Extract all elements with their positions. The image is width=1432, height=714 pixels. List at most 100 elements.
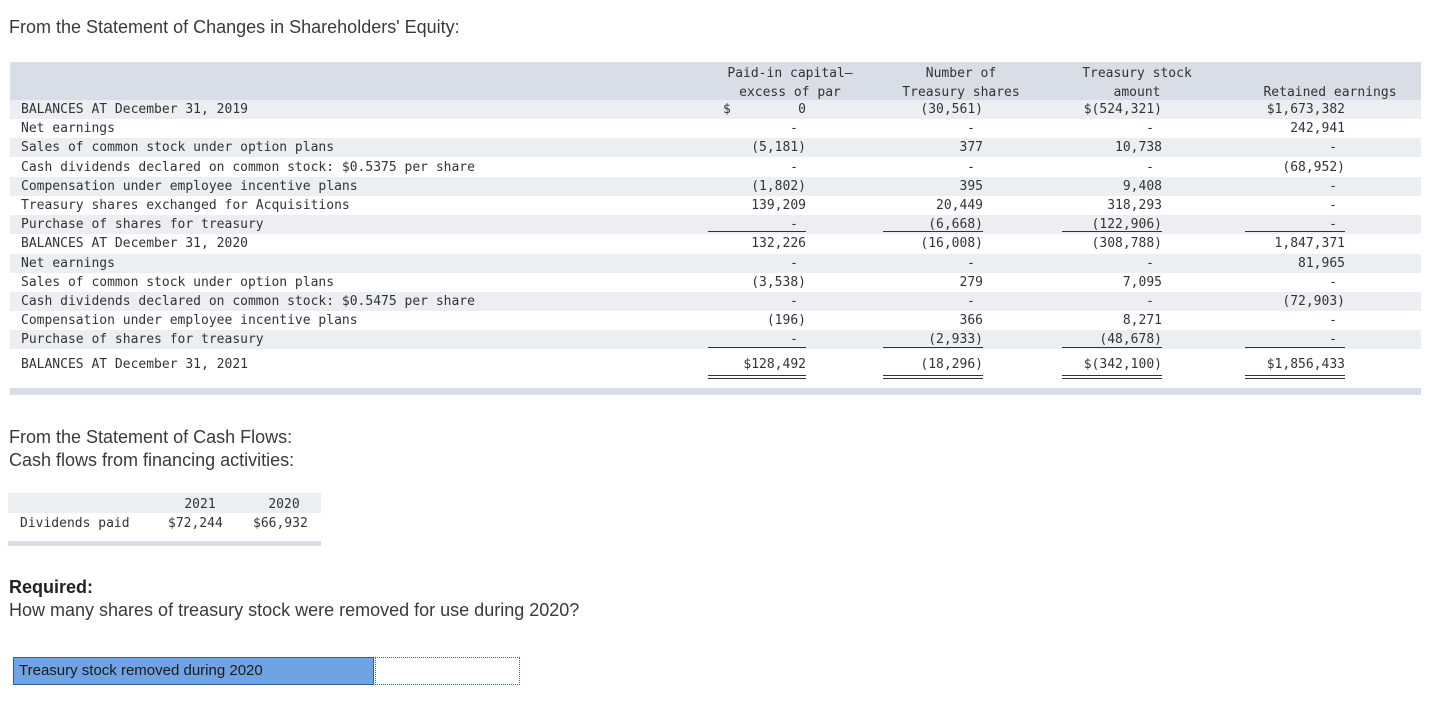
row-paid-in: - bbox=[790, 159, 798, 175]
row-paid-in: - bbox=[790, 121, 798, 137]
subtotal-rule-re-2021 bbox=[1245, 347, 1345, 348]
row-num-treasury: (16,008) bbox=[920, 236, 983, 252]
row-paid-in: - bbox=[790, 332, 798, 348]
row-num-treasury: - bbox=[967, 159, 975, 175]
subtotal-rule-paid-in-2020 bbox=[708, 231, 806, 232]
row-retained: (72,903) bbox=[1282, 294, 1345, 309]
row-retained: $1,856,433 bbox=[1266, 356, 1345, 372]
subtotal-rule-amt-2021 bbox=[1062, 347, 1162, 348]
row-paid-in: (3,538) bbox=[751, 274, 806, 290]
subtotal-rule-amt-2020 bbox=[1062, 231, 1162, 232]
row-retained: 1,847,371 bbox=[1274, 236, 1345, 252]
row-band bbox=[10, 253, 1421, 273]
row-label: Cash dividends declared on common stock:… bbox=[21, 294, 475, 309]
row-label: Cash dividends declared on common stock:… bbox=[21, 159, 475, 175]
row-treasury-amt: 8,271 bbox=[1122, 313, 1162, 329]
row-paid-in: 132,226 bbox=[751, 236, 806, 252]
equity-heading: From the Statement of Changes in Shareho… bbox=[9, 17, 460, 37]
row-retained: - bbox=[1329, 178, 1337, 194]
row-retained: $1,673,382 bbox=[1266, 102, 1345, 117]
row-retained: - bbox=[1329, 274, 1337, 290]
row-treasury-amt: - bbox=[1146, 294, 1154, 309]
row-treasury-amt: 9,408 bbox=[1122, 178, 1162, 194]
cashflow-year-2020: 2020 bbox=[268, 497, 300, 512]
cashflow-heading-1: From the Statement of Cash Flows: bbox=[9, 427, 293, 447]
row-num-treasury: (18,296) bbox=[920, 356, 983, 372]
row-paid-in: - bbox=[790, 217, 798, 233]
row-num-treasury: (30,561) bbox=[920, 102, 983, 117]
question-text: How many shares of treasury stock were r… bbox=[9, 600, 580, 620]
row-label: Net earnings bbox=[21, 121, 115, 137]
col-header-treasury-amt-1: Treasury stock bbox=[1082, 66, 1192, 81]
cashflow-value-2020: $66,932 bbox=[253, 516, 308, 531]
row-treasury-amt: 7,095 bbox=[1122, 274, 1162, 290]
subtotal-rule-re-2020 bbox=[1245, 231, 1345, 232]
total-rule-amt bbox=[1062, 375, 1162, 379]
row-treasury-amt: (48,678) bbox=[1099, 332, 1162, 348]
row-treasury-amt: - bbox=[1146, 255, 1154, 271]
row-retained: - bbox=[1329, 198, 1337, 213]
row-retained: - bbox=[1329, 332, 1337, 348]
row-band bbox=[10, 330, 1421, 350]
total-rule-re bbox=[1245, 375, 1345, 379]
table-bottom-bar bbox=[10, 388, 1421, 395]
row-num-treasury: 366 bbox=[959, 313, 983, 329]
row-label: Compensation under employee incentive pl… bbox=[21, 313, 358, 329]
row-num-treasury: 377 bbox=[959, 140, 983, 156]
cashflow-table: 2021 2020 Dividends paid $72,244 $66,932 bbox=[8, 493, 321, 546]
row-paid-in: - bbox=[790, 255, 798, 271]
row-band bbox=[10, 215, 1421, 235]
row-band bbox=[10, 100, 1421, 119]
row-retained: (68,952) bbox=[1282, 159, 1345, 175]
col-header-num-treasury-1: Number of bbox=[925, 66, 997, 81]
row-retained: 242,941 bbox=[1290, 121, 1345, 137]
row-label: BALANCES AT December 31, 2021 bbox=[21, 356, 248, 372]
row-num-treasury: - bbox=[967, 121, 975, 137]
cashflow-row-label: Dividends paid bbox=[20, 516, 130, 531]
row-paid-in: - bbox=[790, 294, 798, 309]
row-label: Purchase of shares for treasury bbox=[21, 217, 264, 233]
cashflow-year-2021: 2021 bbox=[184, 497, 216, 512]
row-num-treasury: (6,668) bbox=[928, 217, 983, 233]
row-treasury-amt: - bbox=[1146, 159, 1154, 175]
row-paid-in: 0 bbox=[798, 102, 806, 117]
required-label: Required: bbox=[9, 577, 94, 597]
col-header-treasury-amt-2: amount bbox=[1113, 85, 1161, 100]
row-paid-in-prefix: $ bbox=[723, 102, 731, 117]
row-treasury-amt: (308,788) bbox=[1091, 236, 1162, 252]
answer-input[interactable] bbox=[375, 657, 520, 685]
row-band bbox=[10, 138, 1421, 158]
row-paid-in: 139,209 bbox=[751, 198, 806, 213]
row-band bbox=[10, 176, 1421, 196]
row-num-treasury: - bbox=[967, 294, 975, 309]
total-rule-paid-in bbox=[708, 375, 806, 379]
row-label: BALANCES AT December 31, 2020 bbox=[21, 236, 248, 252]
cashflow-value-2021: $72,244 bbox=[168, 516, 223, 531]
total-rule-num bbox=[883, 375, 983, 379]
col-header-retained: Retained earnings bbox=[1263, 85, 1397, 100]
subtotal-rule-num-2020 bbox=[883, 231, 983, 232]
row-num-treasury: 20,449 bbox=[936, 198, 983, 213]
row-treasury-amt: 10,738 bbox=[1115, 140, 1162, 156]
col-header-paid-in-1: Paid-in capital— bbox=[727, 66, 853, 81]
row-retained: - bbox=[1329, 140, 1337, 156]
row-label: Sales of common stock under option plans bbox=[21, 274, 335, 290]
row-band bbox=[10, 292, 1421, 311]
row-retained: 81,965 bbox=[1298, 255, 1345, 271]
row-label: BALANCES AT December 31, 2019 bbox=[21, 102, 248, 117]
row-retained: - bbox=[1329, 217, 1337, 233]
col-header-paid-in-2: excess of par bbox=[739, 85, 841, 100]
cashflow-bottom-bar bbox=[8, 541, 321, 546]
header-band bbox=[10, 62, 1421, 100]
answer-label: Treasury stock removed during 2020 bbox=[13, 657, 374, 685]
row-num-treasury: 279 bbox=[959, 274, 983, 290]
subtotal-rule-paid-in-2021 bbox=[708, 347, 806, 348]
row-paid-in: (5,181) bbox=[751, 140, 806, 156]
row-treasury-amt: (122,906) bbox=[1091, 217, 1162, 233]
row-label: Purchase of shares for treasury bbox=[21, 332, 264, 348]
row-label: Sales of common stock under option plans bbox=[21, 140, 335, 156]
row-paid-in: (196) bbox=[766, 313, 806, 329]
row-retained: - bbox=[1329, 313, 1337, 329]
row-paid-in: $128,492 bbox=[743, 356, 806, 372]
row-label: Net earnings bbox=[21, 255, 115, 271]
